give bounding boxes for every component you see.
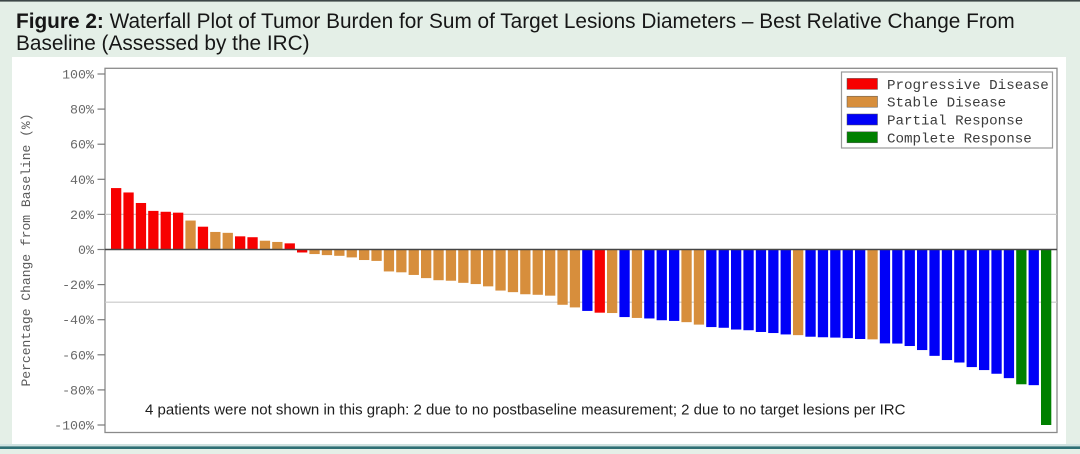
svg-text:-80%: -80% bbox=[62, 383, 94, 398]
svg-text:40%: 40% bbox=[70, 173, 94, 188]
svg-text:-40%: -40% bbox=[62, 313, 94, 328]
svg-text:80%: 80% bbox=[70, 103, 94, 118]
svg-text:Stable Disease: Stable Disease bbox=[887, 96, 1006, 112]
svg-text:20%: 20% bbox=[70, 208, 94, 223]
svg-text:100%: 100% bbox=[62, 68, 94, 83]
svg-text:Percentage Change from Baselin: Percentage Change from Baseline (%) bbox=[19, 113, 34, 386]
svg-text:-60%: -60% bbox=[62, 348, 94, 363]
svg-text:Progressive Disease: Progressive Disease bbox=[887, 78, 1049, 94]
svg-text:Complete Response: Complete Response bbox=[887, 131, 1032, 147]
svg-text:-100%: -100% bbox=[54, 419, 94, 434]
svg-text:-20%: -20% bbox=[62, 278, 94, 293]
svg-text:60%: 60% bbox=[70, 138, 94, 153]
svg-text:0%: 0% bbox=[78, 243, 94, 258]
svg-text:Partial Response: Partial Response bbox=[887, 114, 1023, 130]
svg-text:4 patients were not shown in t: 4 patients were not shown in this graph:… bbox=[145, 402, 906, 419]
